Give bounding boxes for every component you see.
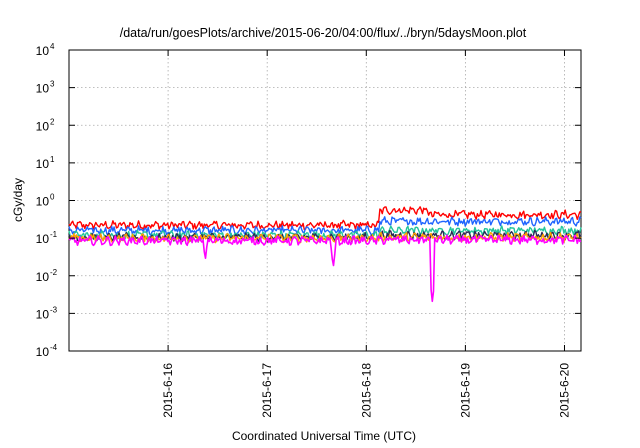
chart-title: /data/run/goesPlots/archive/2015-06-20/0… — [120, 26, 527, 40]
y-tick-exponent: 2 — [50, 117, 55, 126]
series-line — [68, 234, 582, 303]
y-tick-label: 10 — [36, 44, 50, 58]
y-tick-label: 10 — [36, 345, 50, 359]
y-tick-label: 10 — [36, 119, 50, 133]
y-tick-label: 10 — [36, 232, 50, 246]
y-tick-exponent: 0 — [50, 193, 55, 202]
y-tick-exponent: -4 — [50, 343, 58, 352]
y-axis-label: cGy/day — [11, 178, 25, 222]
y-tick-exponent: -2 — [50, 268, 58, 277]
y-tick-exponent: 3 — [50, 80, 55, 89]
y-tick-exponent: -1 — [50, 230, 58, 239]
x-axis-label: Coordinated Universal Time (UTC) — [232, 429, 416, 443]
series-line — [68, 206, 582, 231]
y-tick-label: 10 — [36, 157, 50, 171]
y-tick-label: 10 — [36, 270, 50, 284]
x-tick-label: 2015-6-17 — [260, 363, 274, 418]
x-tick-label: 2015-6-16 — [161, 363, 175, 418]
y-tick-label: 10 — [36, 195, 50, 209]
x-tick-label: 2015-6-19 — [458, 363, 472, 418]
y-tick-label: 10 — [36, 82, 50, 96]
x-axis: 2015-6-16 2015-6-17 2015-6-18 2015-6-19 2015… — [161, 50, 571, 418]
x-tick-label: 2015-6-18 — [359, 363, 373, 418]
y-tick-label: 10 — [36, 307, 50, 321]
x-tick-label: 2015-6-20 — [557, 363, 571, 418]
series-line — [68, 231, 582, 244]
series-line — [68, 216, 582, 237]
y-tick-exponent: 4 — [50, 42, 55, 51]
series-lines — [68, 206, 582, 303]
y-tick-exponent: -3 — [50, 305, 58, 314]
grid-lines — [69, 50, 581, 351]
series-line — [68, 225, 582, 241]
y-tick-exponent: 1 — [50, 155, 55, 164]
